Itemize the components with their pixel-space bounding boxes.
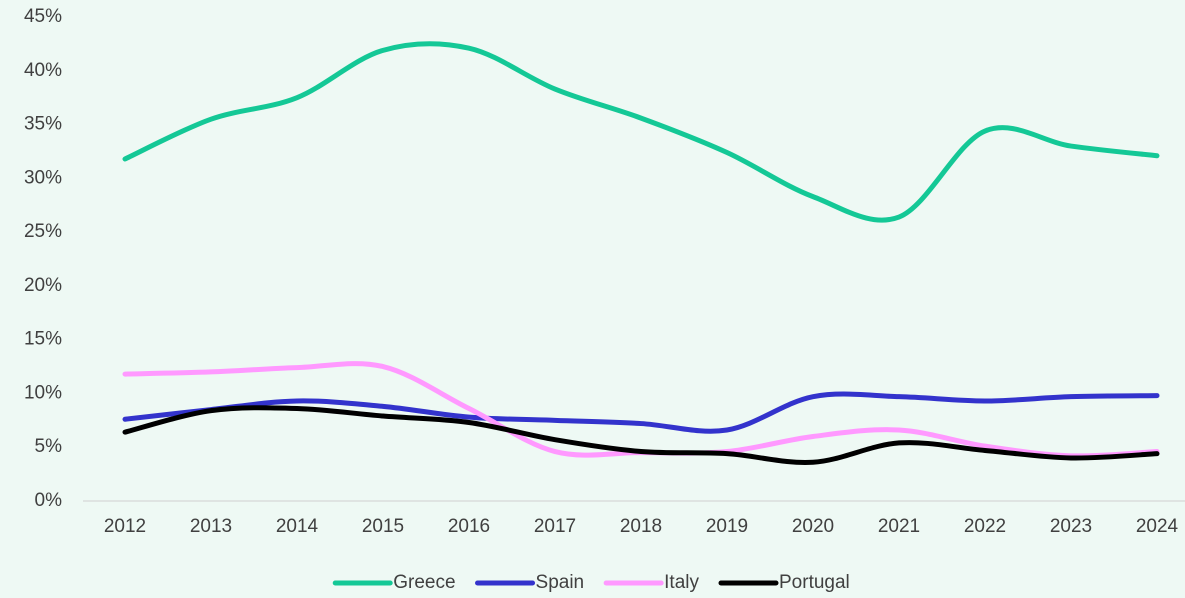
legend-label: Portugal xyxy=(779,572,850,593)
line-series xyxy=(122,405,1160,466)
line-series xyxy=(122,391,1160,434)
x-tick-label: 2013 xyxy=(190,516,232,537)
x-tick-label: 2020 xyxy=(792,516,834,537)
y-tick-label: 45% xyxy=(24,6,62,27)
y-tick-label: 10% xyxy=(24,382,62,403)
y-tick-label: 35% xyxy=(24,114,62,135)
legend-label: Spain xyxy=(536,572,585,593)
x-tick-label: 2012 xyxy=(104,516,146,537)
y-tick-label: 20% xyxy=(24,275,62,296)
x-tick-label: 2019 xyxy=(706,516,748,537)
x-tick-label: 2017 xyxy=(534,516,576,537)
legend-label: Greece xyxy=(393,572,455,593)
x-tick-label: 2022 xyxy=(964,516,1006,537)
y-tick-label: 40% xyxy=(24,60,62,81)
y-tick-label: 15% xyxy=(24,329,62,350)
legend-label: Italy xyxy=(664,572,699,593)
x-tick-label: 2021 xyxy=(878,516,920,537)
y-tick-label: 25% xyxy=(24,221,62,242)
y-tick-label: 0% xyxy=(35,490,63,511)
x-tick-label: 2014 xyxy=(276,516,319,537)
x-tick-label: 2018 xyxy=(620,516,662,537)
x-tick-label: 2016 xyxy=(448,516,490,537)
x-tick-label: 2023 xyxy=(1050,516,1092,537)
y-tick-label: 5% xyxy=(35,436,63,457)
y-tick-label: 30% xyxy=(24,167,62,188)
x-tick-label: 2015 xyxy=(362,516,404,537)
line-series xyxy=(122,41,1160,223)
x-tick-label: 2024 xyxy=(1136,516,1179,537)
